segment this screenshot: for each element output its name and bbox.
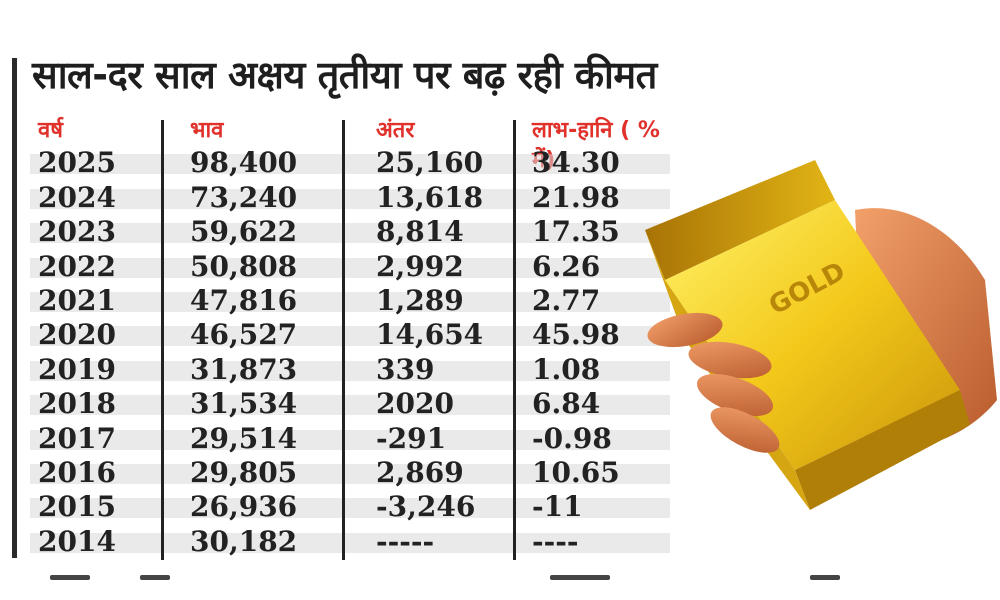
row-stripe: [30, 257, 670, 278]
profit-loss-cell: 2.77: [532, 283, 601, 317]
profit-loss-cell: 6.84: [532, 387, 601, 421]
difference-cell: 1,289: [376, 283, 464, 317]
table-row: 2024 73,240 13,618 21.98: [30, 181, 670, 215]
row-stripe: [30, 463, 670, 484]
table-row: 2020 46,527 14,654 45.98: [30, 318, 670, 352]
header-price: भाव: [190, 118, 224, 143]
table-header: वर्ष भाव अंतर लाभ-हानि ( % में): [30, 112, 670, 173]
year-cell: 2018: [38, 387, 116, 421]
year-cell: 2021: [38, 283, 116, 317]
table-row: 2025 98,400 25,160 34.30: [30, 146, 670, 180]
year-cell: 2015: [38, 490, 116, 524]
row-stripe: [30, 395, 670, 416]
table-row: 2015 26,936 -3,246 -11: [30, 490, 670, 524]
row-stripe: [30, 429, 670, 450]
table-row: 2022 50,808 2,992 6.26: [30, 250, 670, 284]
difference-cell: 25,160: [376, 146, 484, 180]
price-cell: 29,514: [190, 421, 298, 455]
profit-loss-cell: 10.65: [532, 455, 620, 489]
difference-cell: -----: [376, 524, 435, 558]
table-row: 2023 59,622 8,814 17.35: [30, 215, 670, 249]
year-cell: 2022: [38, 249, 116, 283]
table-row: 2019 31,873 339 1.08: [30, 353, 670, 387]
profit-loss-cell: -0.98: [532, 421, 612, 455]
year-cell: 2020: [38, 318, 116, 352]
gold-bar-icon: [665, 200, 960, 470]
price-cell: 31,534: [190, 387, 298, 421]
row-stripe: [30, 532, 670, 553]
year-cell: 2016: [38, 455, 116, 489]
difference-cell: -3,246: [376, 490, 476, 524]
year-cell: 2025: [38, 146, 116, 180]
row-stripe: [30, 154, 670, 175]
profit-loss-cell: 6.26: [532, 249, 601, 283]
price-cell: 46,527: [190, 318, 298, 352]
difference-cell: 2020: [376, 387, 454, 421]
price-cell: 29,805: [190, 455, 298, 489]
price-cell: 73,240: [190, 180, 298, 214]
profit-loss-cell: 21.98: [532, 180, 620, 214]
row-stripe: [30, 360, 670, 381]
table-row: 2014 30,182 ----- ----: [30, 525, 670, 559]
row-stripe: [30, 223, 670, 244]
bottom-cut-text: [30, 575, 990, 581]
row-stripe: [30, 188, 670, 209]
profit-loss-cell: 17.35: [532, 215, 620, 249]
column-divider: [342, 120, 345, 560]
difference-cell: 2,869: [376, 455, 464, 489]
row-stripe: [30, 498, 670, 519]
difference-cell: 8,814: [376, 215, 464, 249]
year-cell: 2019: [38, 352, 116, 386]
difference-cell: 2,992: [376, 249, 464, 283]
price-cell: 98,400: [190, 146, 298, 180]
profit-loss-cell: 34.30: [532, 146, 620, 180]
profit-loss-cell: -11: [532, 490, 583, 524]
row-stripe: [30, 291, 670, 312]
profit-loss-cell: ----: [532, 524, 579, 558]
price-cell: 30,182: [190, 524, 298, 558]
price-cell: 31,873: [190, 352, 298, 386]
header-year: वर्ष: [38, 118, 63, 143]
price-cell: 50,808: [190, 249, 298, 283]
row-stripe: [30, 326, 670, 347]
price-cell: 59,622: [190, 215, 298, 249]
year-cell: 2017: [38, 421, 116, 455]
difference-cell: -291: [376, 421, 447, 455]
page-title: साल-दर साल अक्षय तृतीया पर बढ़ रही कीमत: [32, 53, 657, 97]
price-cell: 47,816: [190, 283, 298, 317]
difference-cell: 13,618: [376, 180, 484, 214]
year-cell: 2024: [38, 180, 116, 214]
year-cell: 2014: [38, 524, 116, 558]
profit-loss-cell: 45.98: [532, 318, 620, 352]
year-cell: 2023: [38, 215, 116, 249]
price-cell: 26,936: [190, 490, 298, 524]
table-row: 2016 29,805 2,869 10.65: [30, 456, 670, 490]
table-row: 2018 31,534 2020 6.84: [30, 387, 670, 421]
price-table: वर्ष भाव अंतर लाभ-हानि ( % में) 2025 98,4…: [30, 112, 670, 559]
difference-cell: 14,654: [376, 318, 484, 352]
column-divider: [513, 120, 516, 560]
left-rule: [12, 58, 17, 558]
header-difference: अंतर: [376, 118, 415, 143]
table-row: 2021 47,816 1,289 2.77: [30, 284, 670, 318]
difference-cell: 339: [376, 352, 435, 386]
column-divider: [161, 120, 164, 560]
table-row: 2017 29,514 -291 -0.98: [30, 422, 670, 456]
profit-loss-cell: 1.08: [532, 352, 601, 386]
gold-bar-in-hand-illustration: GOLD: [645, 160, 997, 510]
